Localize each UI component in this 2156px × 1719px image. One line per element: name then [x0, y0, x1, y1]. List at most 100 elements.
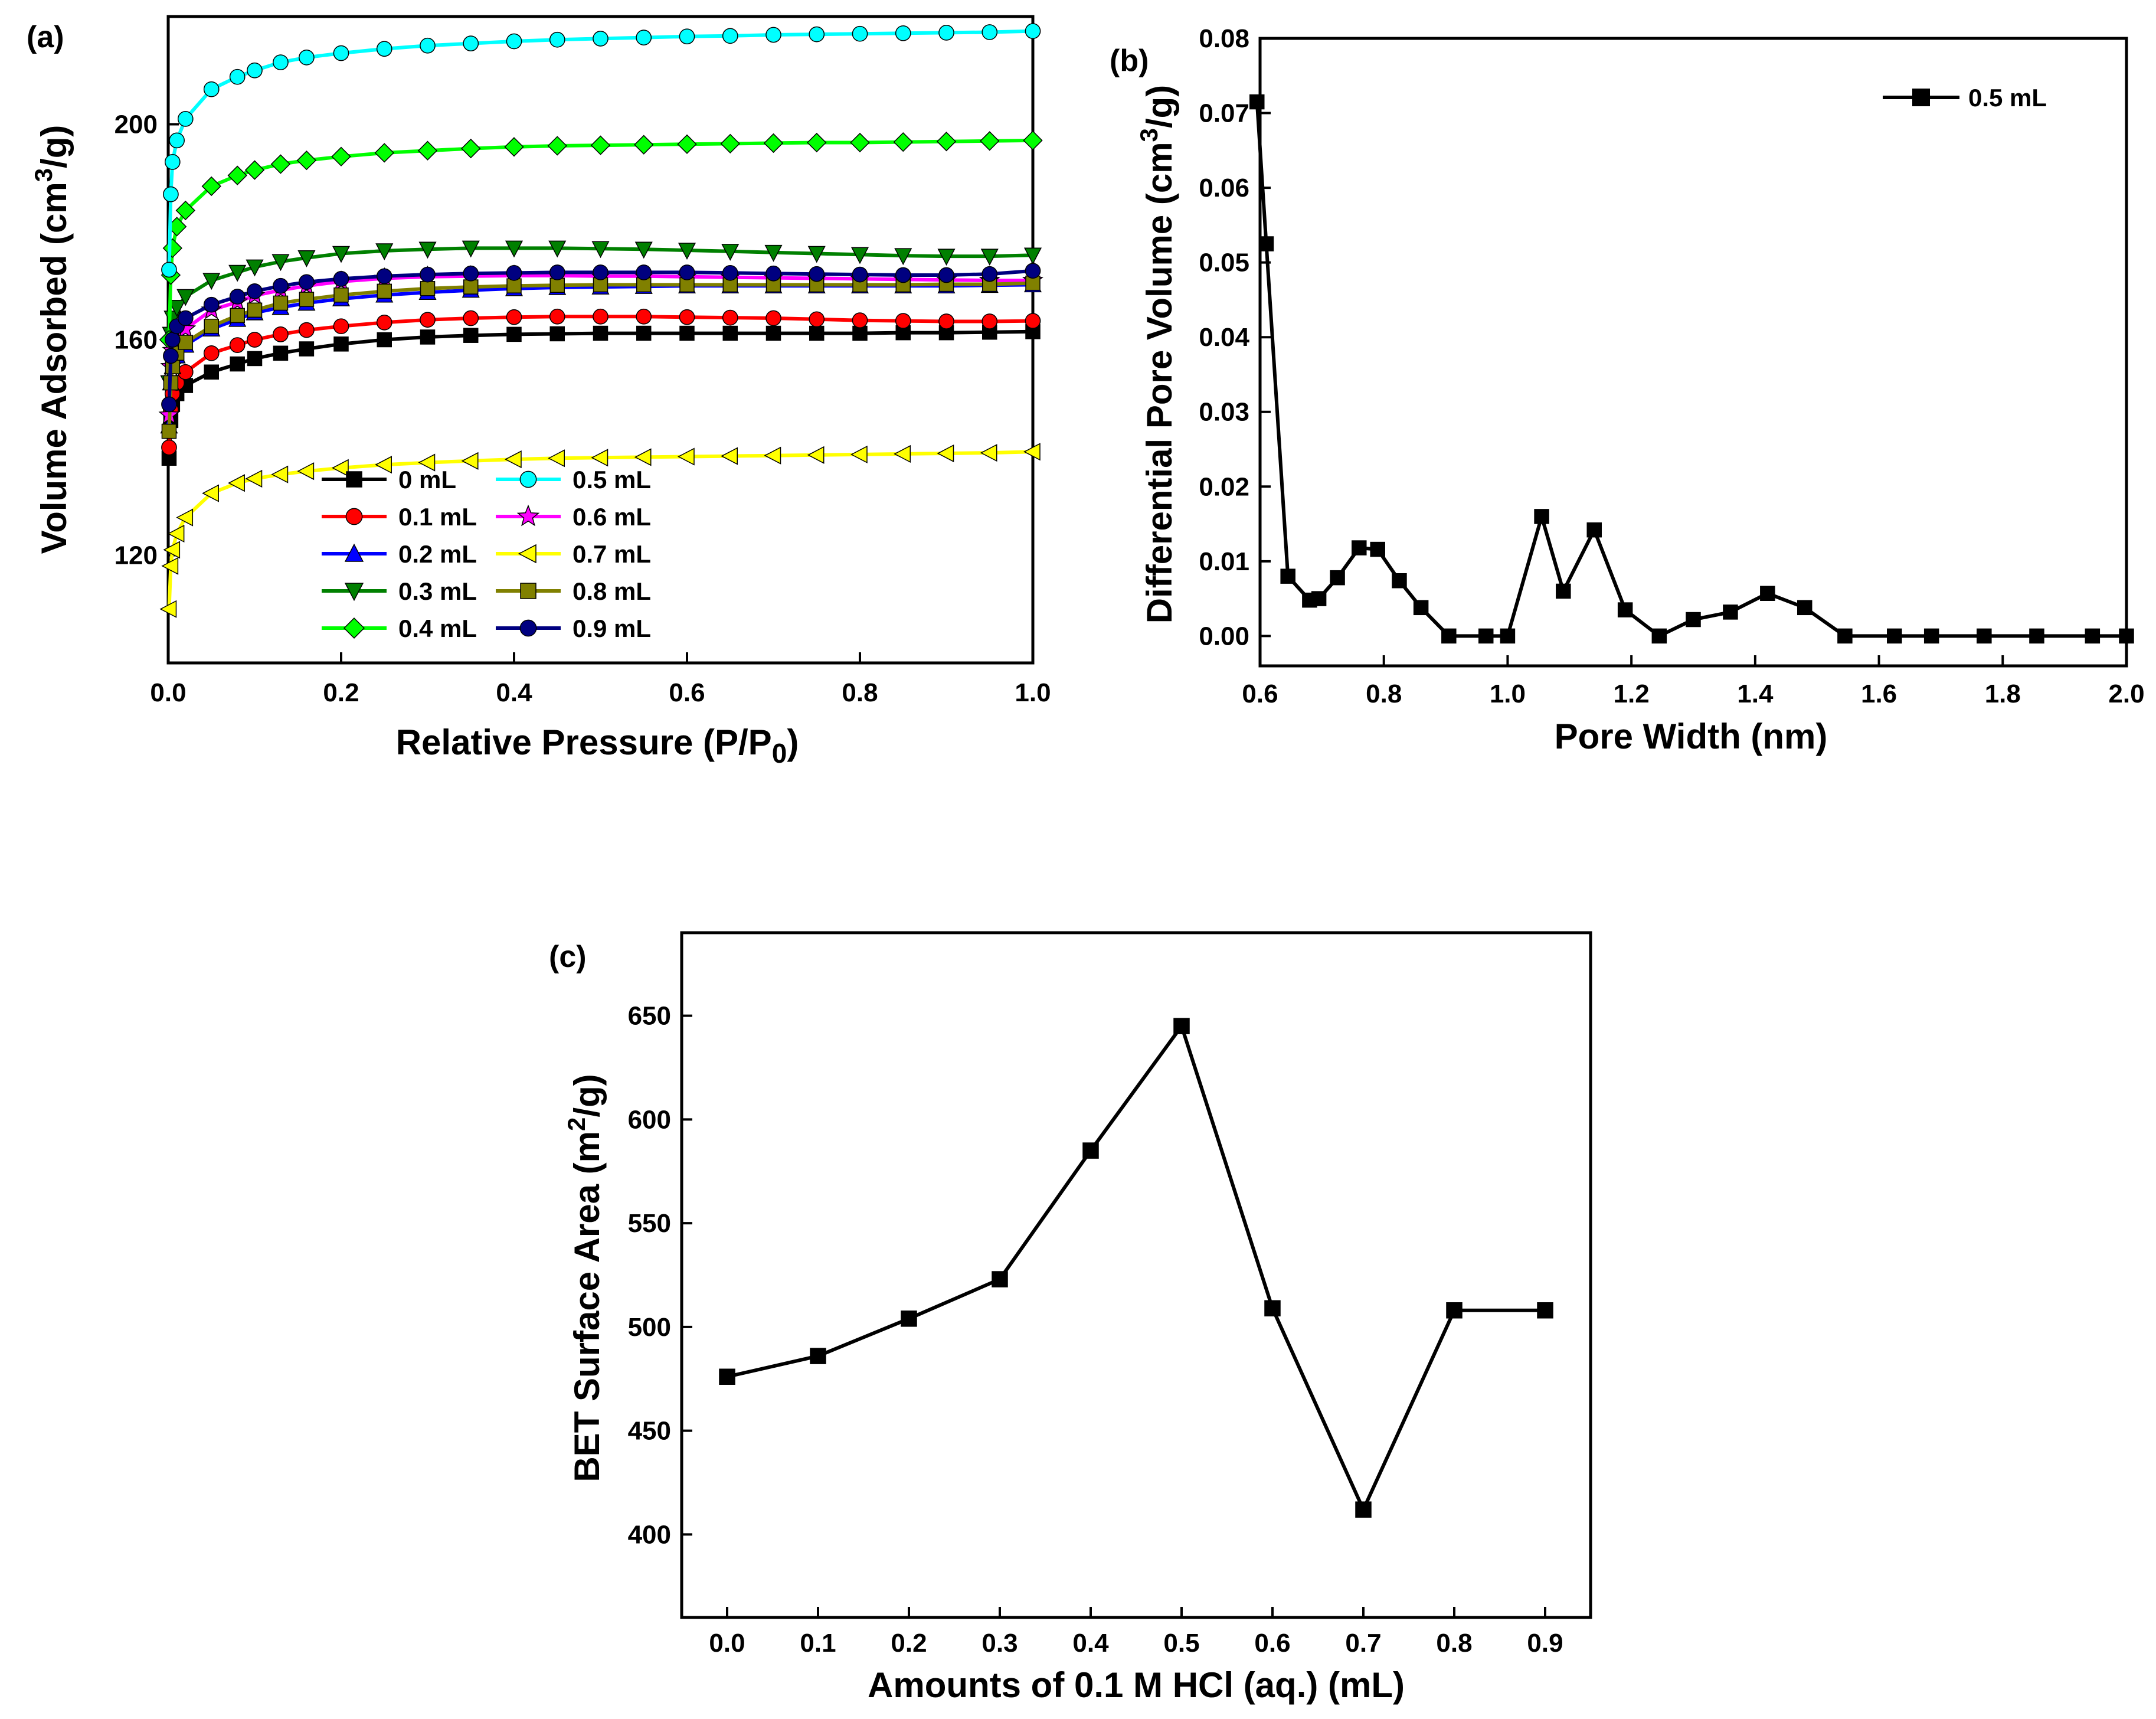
data-point: [549, 308, 565, 325]
data-point: [270, 154, 291, 174]
data-point: [1173, 1018, 1190, 1034]
data-point: [591, 241, 610, 259]
data-point: [937, 249, 956, 266]
data-point: [679, 325, 695, 341]
panel-label-c: (c): [549, 940, 587, 974]
data-point: [271, 254, 290, 272]
legend-item: 0 mL: [322, 466, 456, 494]
data-point: [549, 264, 565, 280]
series-a-0p5-mL: [161, 23, 1041, 278]
data-point: [1258, 236, 1274, 251]
data-point: [506, 33, 522, 50]
data-point: [169, 132, 185, 149]
data-point: [992, 1271, 1008, 1287]
data-point: [505, 240, 524, 258]
data-point: [506, 265, 522, 281]
data-point: [636, 308, 652, 325]
data-point: [765, 325, 781, 341]
data-point: [506, 278, 522, 293]
data-point: [636, 264, 652, 280]
legend-marker: [345, 508, 363, 525]
b-x-tick-label: 0.8: [1366, 679, 1402, 708]
data-point: [722, 28, 738, 44]
data-point: [1025, 263, 1041, 279]
data-point: [938, 313, 954, 329]
data-point: [1534, 509, 1549, 524]
legend-marker: [343, 617, 365, 639]
b-x-tick-label: 1.4: [1737, 679, 1774, 708]
data-point: [202, 273, 221, 290]
series-line: [167, 283, 1033, 426]
data-point: [376, 41, 392, 57]
data-point: [764, 446, 781, 465]
legend-b: 0.5 mL: [1883, 84, 2047, 112]
data-point: [894, 248, 912, 266]
data-point: [273, 54, 289, 70]
data-point: [593, 264, 608, 280]
c-y-tick-label: 650: [628, 1002, 671, 1031]
legend-a: 0 mL 0.1 mL 0.2 mL 0.3 mL 0.4 mL 0.5 mL 0.6 mL…: [322, 466, 651, 642]
data-point: [161, 439, 177, 456]
data-point: [333, 336, 349, 352]
data-point: [722, 309, 738, 326]
data-point: [229, 68, 246, 85]
c-y-tick-label: 450: [628, 1417, 671, 1446]
data-point: [980, 444, 997, 462]
data-point: [678, 243, 696, 260]
data-point: [1413, 600, 1429, 616]
b-y-tick-label: 0.05: [1199, 249, 1249, 277]
data-point: [376, 268, 392, 285]
data-point: [164, 154, 181, 170]
data-point: [1837, 628, 1853, 644]
data-point: [177, 310, 194, 326]
data-point: [679, 264, 695, 280]
data-point: [229, 337, 246, 353]
legend-label: 0.3 mL: [398, 577, 477, 605]
legend-item: 0.1 mL: [322, 503, 477, 531]
a-x-tick-label: 0.2: [323, 678, 359, 707]
data-point: [273, 345, 289, 361]
data-point: [852, 312, 868, 329]
legend-label: 0 mL: [398, 466, 456, 494]
data-point: [809, 26, 825, 43]
b-x-tick-label: 1.6: [1861, 679, 1897, 708]
data-point: [1760, 586, 1775, 601]
data-point: [299, 50, 315, 66]
data-point: [297, 462, 315, 481]
data-point: [177, 364, 194, 380]
data-point: [895, 313, 911, 329]
data-point: [547, 136, 567, 156]
data-point: [982, 24, 998, 40]
data-point: [299, 341, 315, 357]
data-point: [1478, 628, 1494, 644]
c-y-tick-label: 550: [628, 1209, 671, 1238]
data-point: [228, 474, 245, 492]
data-point: [245, 469, 263, 488]
data-point: [331, 146, 351, 166]
b-x-tick-label: 2.0: [2108, 679, 2144, 708]
data-point: [677, 447, 695, 466]
data-point: [504, 450, 522, 469]
series-line: [727, 1022, 1545, 1514]
data-point: [634, 241, 653, 259]
data-point: [162, 238, 182, 259]
data-point: [1586, 522, 1602, 538]
c-x-tick-label: 0.2: [891, 1629, 927, 1658]
data-point: [936, 132, 957, 152]
legend-item: 0.5 mL: [496, 466, 651, 494]
data-point: [807, 446, 825, 464]
data-point: [722, 325, 738, 341]
series-a-0p1-mL: [161, 308, 1041, 456]
data-point: [333, 287, 349, 303]
data-point: [895, 267, 911, 283]
y-axis-title-c: BET Surface Area (m2/g): [562, 1074, 607, 1482]
data-point: [850, 445, 868, 463]
panel-c: (c) 0.0 0.1 0.2 0.3 0.4 0.5 0.6 0.7 0.8 0.9 400 45…: [549, 931, 1592, 1705]
b-y-tick-label: 0.04: [1199, 323, 1249, 352]
data-point: [163, 541, 181, 559]
data-point: [809, 325, 825, 341]
x-axis-title-a: Relative Pressure (P/P0): [396, 723, 799, 769]
data-point: [549, 326, 565, 342]
a-x-tick-label: 0.0: [150, 678, 186, 707]
